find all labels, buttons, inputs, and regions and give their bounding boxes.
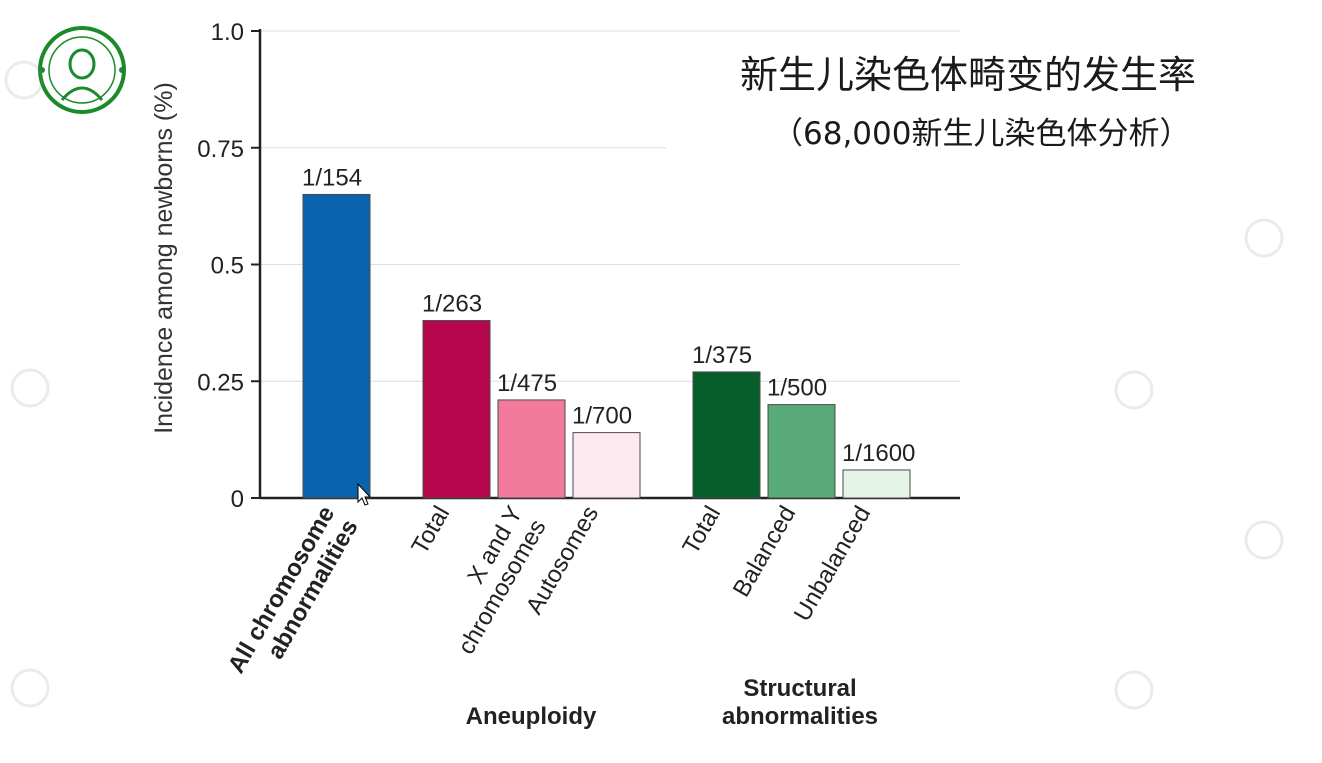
- category-label: Unbalanced: [789, 502, 876, 626]
- bar: [842, 469, 911, 499]
- watermark-icon: [1240, 520, 1288, 560]
- watermark-icon: [6, 668, 54, 708]
- bar-value-label: 1/263: [422, 291, 482, 318]
- group-label-aneuploidy: Aneuploidy: [466, 703, 597, 730]
- y-tick-label: 0.5: [211, 253, 244, 280]
- y-tick-label: 0.25: [197, 369, 244, 396]
- watermark-icon: [1110, 370, 1158, 410]
- category-label: Total: [677, 502, 726, 559]
- category-label: Balanced: [728, 502, 801, 602]
- bar: [422, 320, 491, 499]
- watermark-icon: [1110, 670, 1158, 710]
- bar: [767, 404, 836, 499]
- y-tick-label: 0: [231, 486, 244, 513]
- bar-value-label: 1/154: [302, 164, 362, 191]
- category-label: Total: [406, 502, 455, 559]
- y-axis-label: Incidence among newborns (%): [150, 82, 178, 434]
- bar-value-label: 1/375: [692, 342, 752, 369]
- bar: [497, 399, 566, 499]
- seal-logo-icon: [34, 26, 130, 114]
- group-label-structural: Structural abnormalities: [722, 675, 878, 730]
- y-tick-label: 0.75: [197, 136, 244, 163]
- watermark-icon: [1240, 218, 1288, 258]
- mouse-cursor-icon: [357, 482, 372, 506]
- bar: [302, 193, 371, 499]
- slide-subtitle: （68,000新生儿染色体分析）: [772, 116, 1191, 152]
- bar-value-label: 1/500: [767, 375, 827, 402]
- bar: [692, 371, 761, 499]
- bar-value-label: 1/1600: [842, 440, 915, 467]
- watermark-icon: [6, 368, 54, 408]
- y-tick-label: 1.0: [211, 19, 244, 46]
- bar-value-label: 1/475: [497, 370, 557, 397]
- bar-value-label: 1/700: [572, 403, 632, 430]
- category-label: All chromosomeabnormalities: [223, 502, 364, 692]
- watermark-icon: [0, 60, 48, 100]
- slide-title: 新生儿染色体畸变的发生率: [740, 53, 1197, 97]
- bar: [572, 432, 641, 499]
